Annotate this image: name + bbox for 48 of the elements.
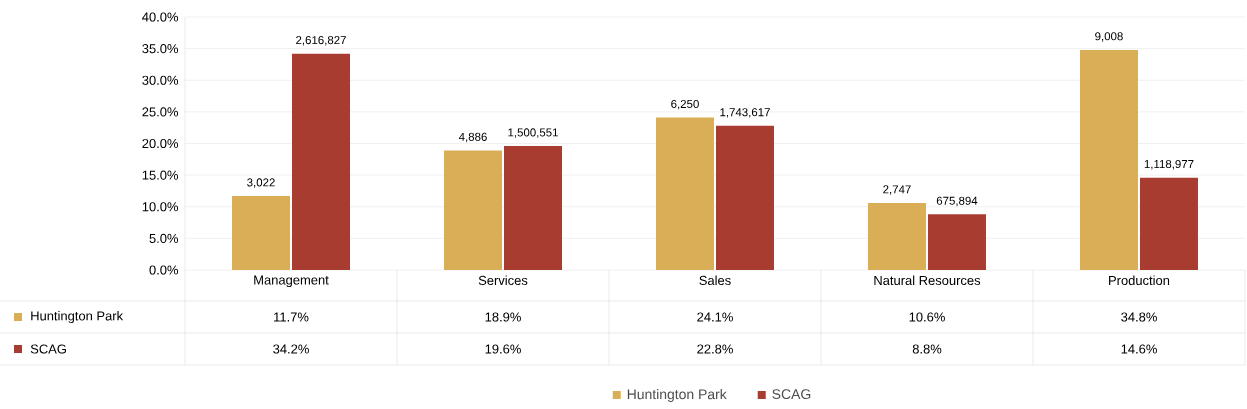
annotation: 1,743,617 (720, 108, 770, 118)
y-tick-label: 10.0% (142, 202, 179, 212)
annotation: 675,894 (936, 196, 978, 207)
bar (715, 125, 774, 270)
data-label: 34.8% (1121, 312, 1157, 322)
annotation: 2,747 (883, 185, 911, 195)
y-tick-label: 0.0% (149, 265, 179, 275)
bar (1079, 49, 1138, 270)
annotation: 1,500,551 (508, 128, 558, 138)
x-tick-label: Sales (699, 275, 731, 286)
annotation: 2,616,827 (296, 36, 346, 46)
bar (503, 146, 562, 270)
annotation: 9,008 (1095, 32, 1123, 42)
data-label: 18.9% (485, 312, 521, 322)
x-tick-label: Management (254, 275, 329, 288)
y-tick-label: 15.0% (142, 170, 179, 180)
bar (1139, 177, 1198, 270)
text: Huntington Park (627, 388, 727, 402)
y-tick-label: 30.0% (142, 75, 179, 85)
x-tick-label: Natural Resources (874, 275, 981, 286)
data-label: 22.8% (697, 344, 733, 354)
annotation: 3,022 (247, 178, 275, 188)
legend-label: Huntington Park (31, 310, 124, 324)
data-label: 14.6% (1121, 344, 1157, 354)
y-tick-label: 40.0% (142, 12, 179, 22)
text: SCAG (30, 344, 66, 354)
annotation: 1,118,977 (1144, 159, 1194, 170)
bar (443, 150, 502, 270)
y-tick-label: 25.0% (142, 107, 179, 117)
annotation: 6,250 (671, 99, 699, 110)
y-tick-label: 35.0% (142, 44, 179, 54)
data-label: 8.8% (912, 344, 942, 354)
x-tick-label: Production (1109, 275, 1170, 286)
data-label: 24.1% (697, 312, 733, 322)
data-label: 19.6% (485, 344, 521, 354)
data-label: 10.6% (909, 312, 945, 322)
data-label: 11.7% (274, 312, 309, 322)
bar (927, 214, 986, 270)
bar (655, 117, 714, 270)
data-label: 34.2% (273, 344, 309, 354)
y-tick-label: 20.0% (142, 138, 179, 149)
bar (867, 202, 926, 270)
bar (232, 196, 290, 270)
annotation: 4,886 (458, 132, 487, 143)
bar (292, 53, 351, 270)
y-tick-label: 5.0% (149, 233, 179, 243)
x-tick-label: Services (478, 275, 528, 286)
legend-label: SCAG (772, 389, 811, 400)
